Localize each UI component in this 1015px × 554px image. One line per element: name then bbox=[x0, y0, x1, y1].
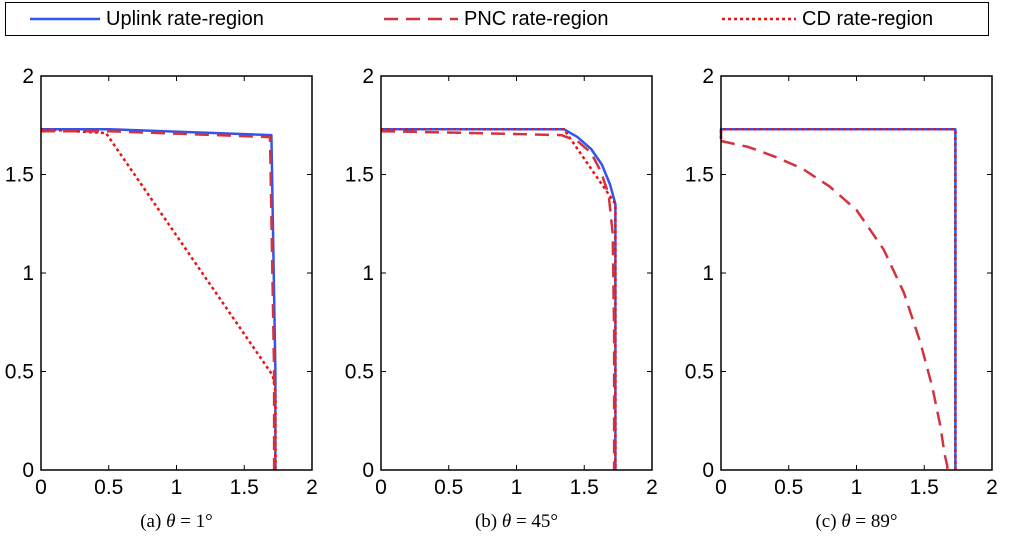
panel-caption: (a) θ = 1° bbox=[140, 511, 213, 532]
caption-theta: θ bbox=[166, 511, 175, 532]
x-tick-label: 1 bbox=[511, 476, 523, 499]
x-tick-label: 1 bbox=[851, 476, 863, 499]
x-tick-label: 1 bbox=[171, 476, 183, 499]
x-tick-label: 0.5 bbox=[774, 476, 803, 499]
legend-label-uplink: Uplink rate-region bbox=[106, 7, 264, 30]
series-line-cd-rate-region bbox=[40, 127, 277, 470]
y-tick-label: 2 bbox=[22, 65, 34, 88]
legend-swatch-pnc bbox=[384, 17, 458, 21]
y-tick-label: 1.5 bbox=[685, 164, 714, 187]
x-tick-label: 0 bbox=[35, 476, 47, 499]
caption-theta: θ bbox=[841, 511, 850, 532]
chart-panel-0: 0 0.5 1 1.5 2 0 0.5 1 1.5 2 (a) θ = 1° bbox=[5, 65, 318, 532]
caption-suffix: = 89° bbox=[851, 511, 898, 532]
caption-prefix: (a) bbox=[140, 511, 166, 532]
caption-prefix: (c) bbox=[815, 511, 841, 532]
legend-item-uplink: Uplink rate-region bbox=[30, 3, 264, 35]
series-line-pnc-rate-region bbox=[41, 129, 276, 470]
y-tick-label: 0.5 bbox=[345, 361, 374, 384]
chart-panel-1: 0 0.5 1 1.5 2 0 0.5 1 1.5 2 (b) θ = 45° bbox=[345, 65, 658, 532]
y-tick-label: 0.5 bbox=[685, 361, 714, 384]
y-tick-label: 1.5 bbox=[5, 164, 34, 187]
series-line-pnc-rate-region bbox=[380, 129, 616, 470]
y-tick-label: 0.5 bbox=[5, 361, 34, 384]
y-tick-label: 2 bbox=[362, 65, 374, 88]
x-tick-label: 1.5 bbox=[570, 476, 599, 499]
x-tick-label: 1.5 bbox=[910, 476, 939, 499]
caption-suffix: = 1° bbox=[175, 511, 212, 532]
x-tick-label: 0.5 bbox=[94, 476, 123, 499]
legend-item-pnc: PNC rate-region bbox=[384, 3, 609, 35]
series-line-uplink-rate-region bbox=[41, 127, 277, 470]
caption-theta: θ bbox=[502, 511, 511, 532]
x-tick-label: 0 bbox=[375, 476, 387, 499]
y-tick-label: 0 bbox=[362, 459, 374, 482]
y-tick-label: 1 bbox=[362, 262, 374, 285]
legend-label-cd: CD rate-region bbox=[802, 7, 934, 30]
x-tick-label: 2 bbox=[306, 476, 318, 499]
series-line-uplink-rate-region bbox=[719, 127, 957, 470]
y-tick-label: 0 bbox=[702, 459, 714, 482]
axes-frame bbox=[720, 75, 993, 471]
series-line-uplink-rate-region bbox=[381, 127, 617, 470]
y-tick-label: 2 bbox=[702, 65, 714, 88]
caption-prefix: (b) bbox=[475, 511, 502, 532]
y-tick-label: 1 bbox=[702, 262, 714, 285]
caption-suffix: = 45° bbox=[511, 511, 558, 532]
x-tick-label: 0.5 bbox=[434, 476, 463, 499]
y-tick-label: 1.5 bbox=[345, 164, 374, 187]
series-line-pnc-rate-region bbox=[720, 139, 949, 470]
legend-item-cd: CD rate-region bbox=[722, 3, 933, 35]
legend: Uplink rate-region PNC rate-region CD ra… bbox=[5, 2, 989, 36]
panel-caption: (c) θ = 89° bbox=[815, 511, 897, 532]
legend-swatch-uplink bbox=[30, 17, 100, 21]
x-tick-label: 1.5 bbox=[230, 476, 259, 499]
x-tick-label: 2 bbox=[986, 476, 998, 499]
legend-label-pnc: PNC rate-region bbox=[464, 7, 609, 30]
x-tick-label: 0 bbox=[715, 476, 727, 499]
y-tick-label: 0 bbox=[22, 459, 34, 482]
series-line-cd-rate-region bbox=[381, 127, 617, 470]
chart-panel-2: 0 0.5 1 1.5 2 0 0.5 1 1.5 2 (c) θ = 89° bbox=[685, 65, 998, 532]
series-line-cd-rate-region bbox=[719, 127, 957, 470]
legend-swatch-cd bbox=[722, 17, 796, 21]
x-tick-label: 2 bbox=[646, 476, 658, 499]
panel-caption: (b) θ = 45° bbox=[475, 511, 558, 532]
y-tick-label: 1 bbox=[22, 262, 34, 285]
